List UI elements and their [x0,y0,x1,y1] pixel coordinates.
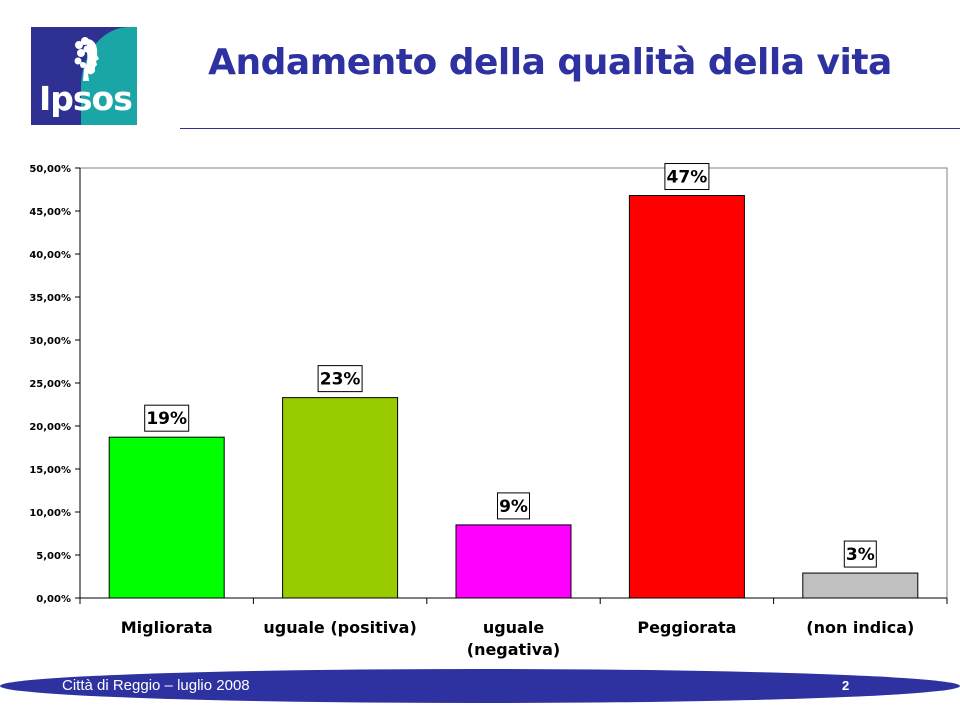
data-label-box [144,404,190,432]
y-tick-label: 40,00% [29,250,71,261]
y-tick-label: 35,00% [29,293,71,304]
category-label: Migliorata [121,618,213,637]
bar-chart: 0,00% 5,00% 10,00% 15,00% 20,00% 25,00% 30,00%… [29,163,948,659]
category-label: Peggiorata [637,618,736,637]
y-tick-label: 15,00% [29,465,71,476]
bar [628,195,745,599]
y-tick-label: 30,00% [29,336,71,347]
data-label: 3% [846,545,875,565]
bar [108,436,225,599]
y-tick-label: 50,00% [29,164,71,175]
footer: Città di Reggio – luglio 2008 2 [0,669,960,703]
y-tick-label: 25,00% [29,379,71,390]
data-label: 19% [146,409,187,429]
category-label: uguale (negativa) [467,618,560,659]
bars: 19% 23% 9% 47% 3% [108,163,919,599]
data-label: 23% [320,370,361,390]
ipsos-logo: Ipsos [31,27,137,125]
footer-text: Città di Reggio – luglio 2008 [62,677,250,694]
title-divider [180,128,960,129]
data-label: 47% [667,168,708,188]
data-label-box [317,365,363,393]
bar [455,524,572,599]
data-label: 9% [499,497,528,517]
category-label: (non indica) [806,618,914,637]
x-axis: Migliorata uguale (positiva) uguale (negati… [79,597,948,659]
data-label-box [497,492,530,520]
page-number: 2 [842,678,850,693]
data-label-box [664,163,710,191]
logo-text: Ipsos [39,79,133,118]
data-label-box [843,540,877,568]
bar [802,572,919,599]
category-label: uguale (positiva) [263,618,416,637]
page-title: Andamento della qualità della vita [208,42,892,83]
y-tick-label: 0,00% [36,594,71,605]
y-tick-label: 10,00% [29,508,71,519]
y-tick-label: 45,00% [29,207,71,218]
bar [282,397,399,599]
y-tick-label: 20,00% [29,422,71,433]
y-tick-label: 5,00% [36,551,71,562]
tree-head-icon [74,37,99,81]
footer-band [0,669,960,703]
